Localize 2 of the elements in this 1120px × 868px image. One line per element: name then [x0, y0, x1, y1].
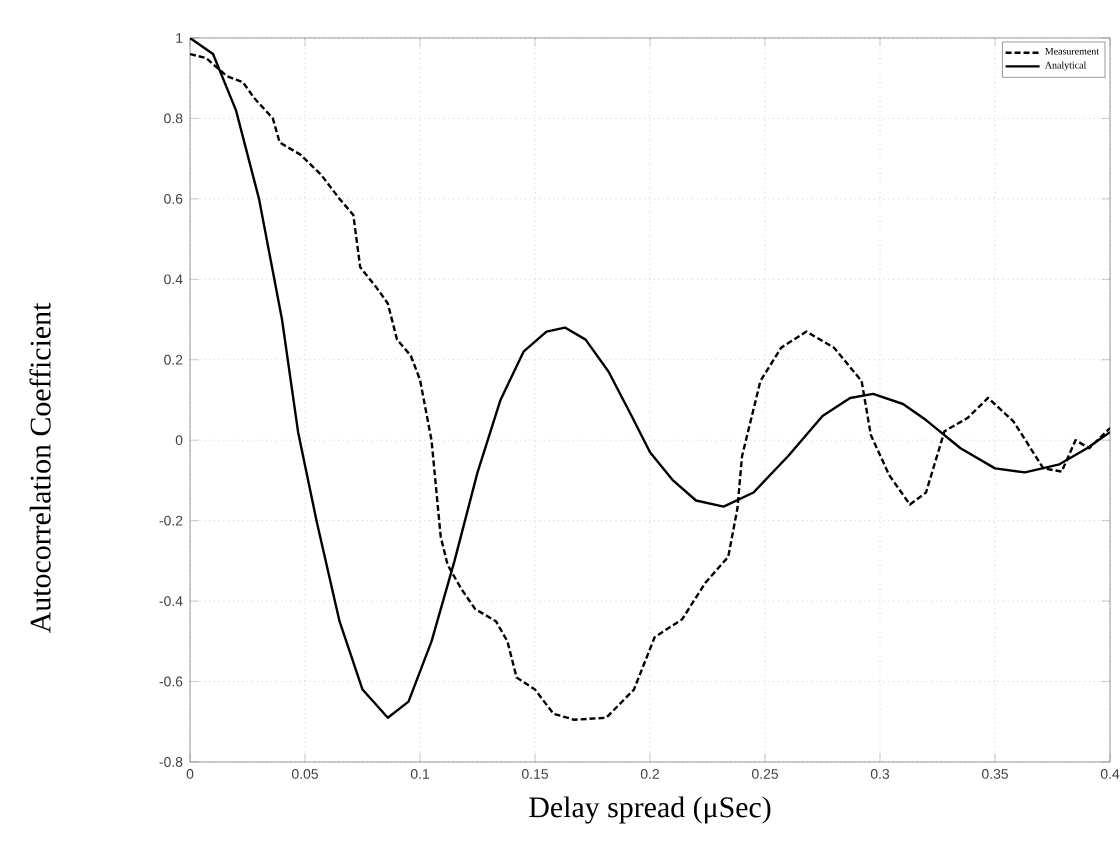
x-axis-title: Delay spread (μSec)	[529, 796, 771, 824]
y-axis-title: Autocorrelation Coefficient	[29, 302, 51, 633]
